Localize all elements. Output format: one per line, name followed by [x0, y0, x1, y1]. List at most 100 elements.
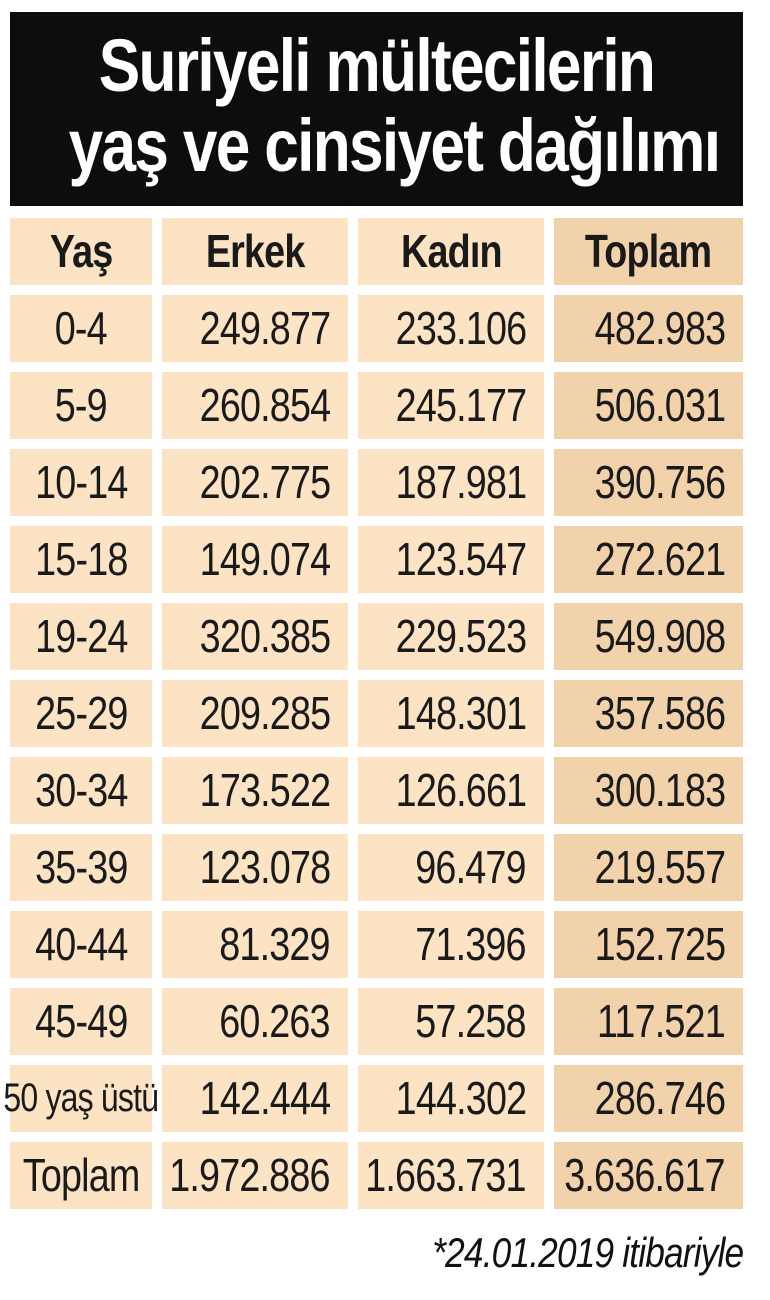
female-value: 1.663.731	[365, 1149, 527, 1202]
female-cell: 1.663.731	[358, 1141, 544, 1209]
age-cell: 19-24	[10, 602, 152, 670]
total-value: 3.636.617	[564, 1149, 726, 1202]
total-value: 549.908	[594, 610, 725, 663]
female-cell: 57.258	[358, 987, 544, 1055]
male-cell: 149.074	[162, 525, 348, 593]
total-value: 482.983	[594, 302, 725, 355]
age-value: 10-14	[34, 456, 128, 509]
age-value: 50 yaş üstü	[3, 1075, 160, 1120]
male-cell: 1.972.886	[162, 1141, 348, 1209]
age-cell-total-row: Toplam	[10, 1141, 152, 1209]
male-cell: 173.522	[162, 756, 348, 824]
age-value: 45-49	[34, 995, 128, 1048]
total-cell: 300.183	[554, 756, 743, 824]
male-value: 209.285	[199, 687, 330, 740]
total-value: 272.621	[594, 533, 725, 586]
male-cell: 81.329	[162, 910, 348, 978]
female-value: 123.547	[395, 533, 526, 586]
total-cell: 357.586	[554, 679, 743, 747]
male-value: 260.854	[199, 379, 330, 432]
total-value: 300.183	[594, 764, 725, 817]
column-header-age-label: Yaş	[49, 225, 113, 278]
female-value: 148.301	[395, 687, 526, 740]
age-value: 5-9	[54, 379, 108, 432]
age-value: 40-44	[34, 918, 128, 971]
total-cell: 286.746	[554, 1064, 743, 1132]
age-value: 19-24	[34, 610, 128, 663]
female-value: 126.661	[395, 764, 526, 817]
total-cell: 482.983	[554, 294, 743, 362]
male-cell: 249.877	[162, 294, 348, 362]
female-value: 57.258	[415, 995, 527, 1048]
column-header-male: Erkek	[162, 217, 348, 285]
age-value: 35-39	[34, 841, 128, 894]
male-value: 320.385	[199, 610, 330, 663]
age-cell: 50 yaş üstü	[4, 1064, 159, 1132]
total-cell: 549.908	[554, 602, 743, 670]
male-value: 123.078	[199, 841, 330, 894]
column-header-total: Toplam	[554, 217, 743, 285]
total-cell: 3.636.617	[554, 1141, 743, 1209]
column-header-male-label: Erkek	[205, 225, 306, 278]
total-cell: 390.756	[554, 448, 743, 516]
column-header-female-label: Kadın	[400, 225, 502, 278]
male-value: 1.972.886	[169, 1149, 331, 1202]
female-value: 71.396	[415, 918, 527, 971]
total-value: 506.031	[594, 379, 725, 432]
data-table: Yaş Erkek Kadın Toplam 0-4 249.877 233.1…	[4, 217, 743, 1209]
age-cell: 0-4	[10, 294, 152, 362]
age-value: 30-34	[34, 764, 128, 817]
total-cell: 219.557	[554, 833, 743, 901]
male-value: 173.522	[199, 764, 330, 817]
female-value: 144.302	[395, 1072, 526, 1125]
total-cell: 506.031	[554, 371, 743, 439]
female-value: 96.479	[415, 841, 527, 894]
female-value: 245.177	[395, 379, 526, 432]
infographic: Suriyeli mültecilerin yaş ve cinsiyet da…	[4, 12, 744, 1277]
male-cell: 60.263	[162, 987, 348, 1055]
age-cell: 30-34	[10, 756, 152, 824]
female-cell: 245.177	[358, 371, 544, 439]
female-value: 229.523	[395, 610, 526, 663]
age-value: Toplam	[22, 1149, 141, 1202]
male-value: 60.263	[219, 995, 331, 1048]
total-value: 219.557	[594, 841, 725, 894]
age-value: 25-29	[34, 687, 128, 740]
age-value: 15-18	[34, 533, 128, 586]
female-cell: 96.479	[358, 833, 544, 901]
total-value: 390.756	[594, 456, 725, 509]
male-cell: 320.385	[162, 602, 348, 670]
female-cell: 126.661	[358, 756, 544, 824]
female-cell: 229.523	[358, 602, 544, 670]
age-cell: 5-9	[10, 371, 152, 439]
female-value: 233.106	[395, 302, 526, 355]
age-cell: 15-18	[10, 525, 152, 593]
age-cell: 40-44	[10, 910, 152, 978]
title-banner: Suriyeli mültecilerin yaş ve cinsiyet da…	[10, 12, 743, 206]
female-cell: 233.106	[358, 294, 544, 362]
column-header-female: Kadın	[358, 217, 544, 285]
male-cell: 260.854	[162, 371, 348, 439]
age-cell: 35-39	[10, 833, 152, 901]
title-line-2: yaş ve cinsiyet dağılımı	[68, 103, 721, 187]
footnote-text: *24.01.2019 itibariyle	[431, 1228, 744, 1276]
age-cell: 10-14	[10, 448, 152, 516]
total-value: 357.586	[594, 687, 725, 740]
column-header-age: Yaş	[10, 217, 152, 285]
male-cell: 123.078	[162, 833, 348, 901]
male-value: 149.074	[199, 533, 330, 586]
total-cell: 272.621	[554, 525, 743, 593]
male-cell: 142.444	[162, 1064, 348, 1132]
female-value: 187.981	[395, 456, 526, 509]
male-value: 142.444	[199, 1072, 330, 1125]
male-cell: 202.775	[162, 448, 348, 516]
female-cell: 71.396	[358, 910, 544, 978]
male-cell: 209.285	[162, 679, 348, 747]
total-cell: 152.725	[554, 910, 743, 978]
male-value: 249.877	[199, 302, 330, 355]
age-value: 0-4	[54, 302, 108, 355]
age-cell: 45-49	[10, 987, 152, 1055]
female-cell: 148.301	[358, 679, 544, 747]
female-cell: 144.302	[358, 1064, 544, 1132]
footnote: *24.01.2019 itibariyle	[10, 1228, 744, 1277]
